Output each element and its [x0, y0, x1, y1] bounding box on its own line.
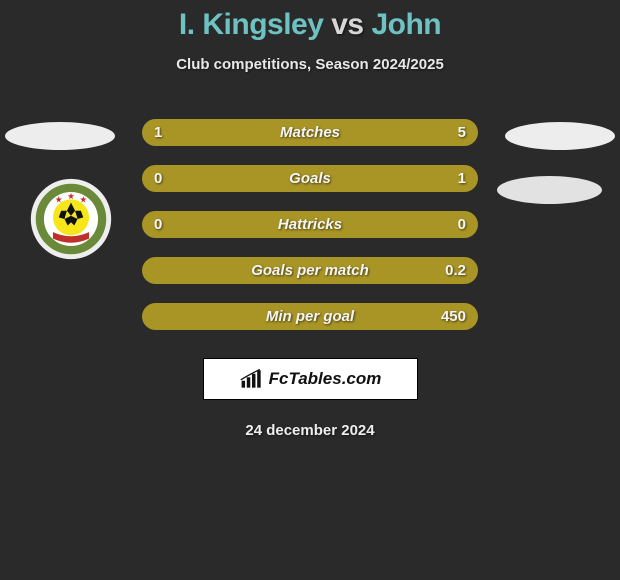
subtitle: Club competitions, Season 2024/2025 [0, 56, 620, 73]
vs-text: vs [331, 8, 363, 41]
player1-logo-placeholder [5, 122, 115, 150]
stat-right-value: 0.2 [445, 262, 466, 279]
stat-label: Min per goal [266, 308, 354, 325]
bar-chart-icon [239, 368, 265, 390]
stat-label: Hattricks [278, 216, 342, 233]
stat-row: 1 Matches 5 [142, 119, 478, 146]
stat-label: Matches [280, 124, 340, 141]
stat-right-value: 5 [458, 124, 466, 141]
fctables-text: FcTables.com [269, 369, 382, 389]
player2-logo-placeholder [505, 122, 615, 150]
stat-left-value: 0 [154, 216, 162, 233]
club-badge [30, 178, 112, 260]
stat-left-value: 0 [154, 170, 162, 187]
fctables-logo[interactable]: FcTables.com [203, 358, 418, 400]
stat-row: Goals per match 0.2 [142, 257, 478, 284]
comparison-title: I. Kingsley vs John [0, 0, 620, 42]
player2-name: John [371, 8, 441, 41]
stat-row: Min per goal 450 [142, 303, 478, 330]
stat-right-value: 450 [441, 308, 466, 325]
stat-row: 0 Goals 1 [142, 165, 478, 192]
stat-left-value: 1 [154, 124, 162, 141]
stats-container: 1 Matches 5 0 Goals 1 0 Hattricks 0 Goals per mat… [142, 119, 478, 330]
stat-row: 0 Hattricks 0 [142, 211, 478, 238]
player1-name: I. Kingsley [179, 8, 324, 41]
player2-logo-placeholder-2 [497, 176, 602, 204]
stat-right-value: 1 [458, 170, 466, 187]
stat-label: Goals [289, 170, 331, 187]
stat-label: Goals per match [251, 262, 369, 279]
stat-right-value: 0 [458, 216, 466, 233]
date-text: 24 december 2024 [0, 422, 620, 439]
